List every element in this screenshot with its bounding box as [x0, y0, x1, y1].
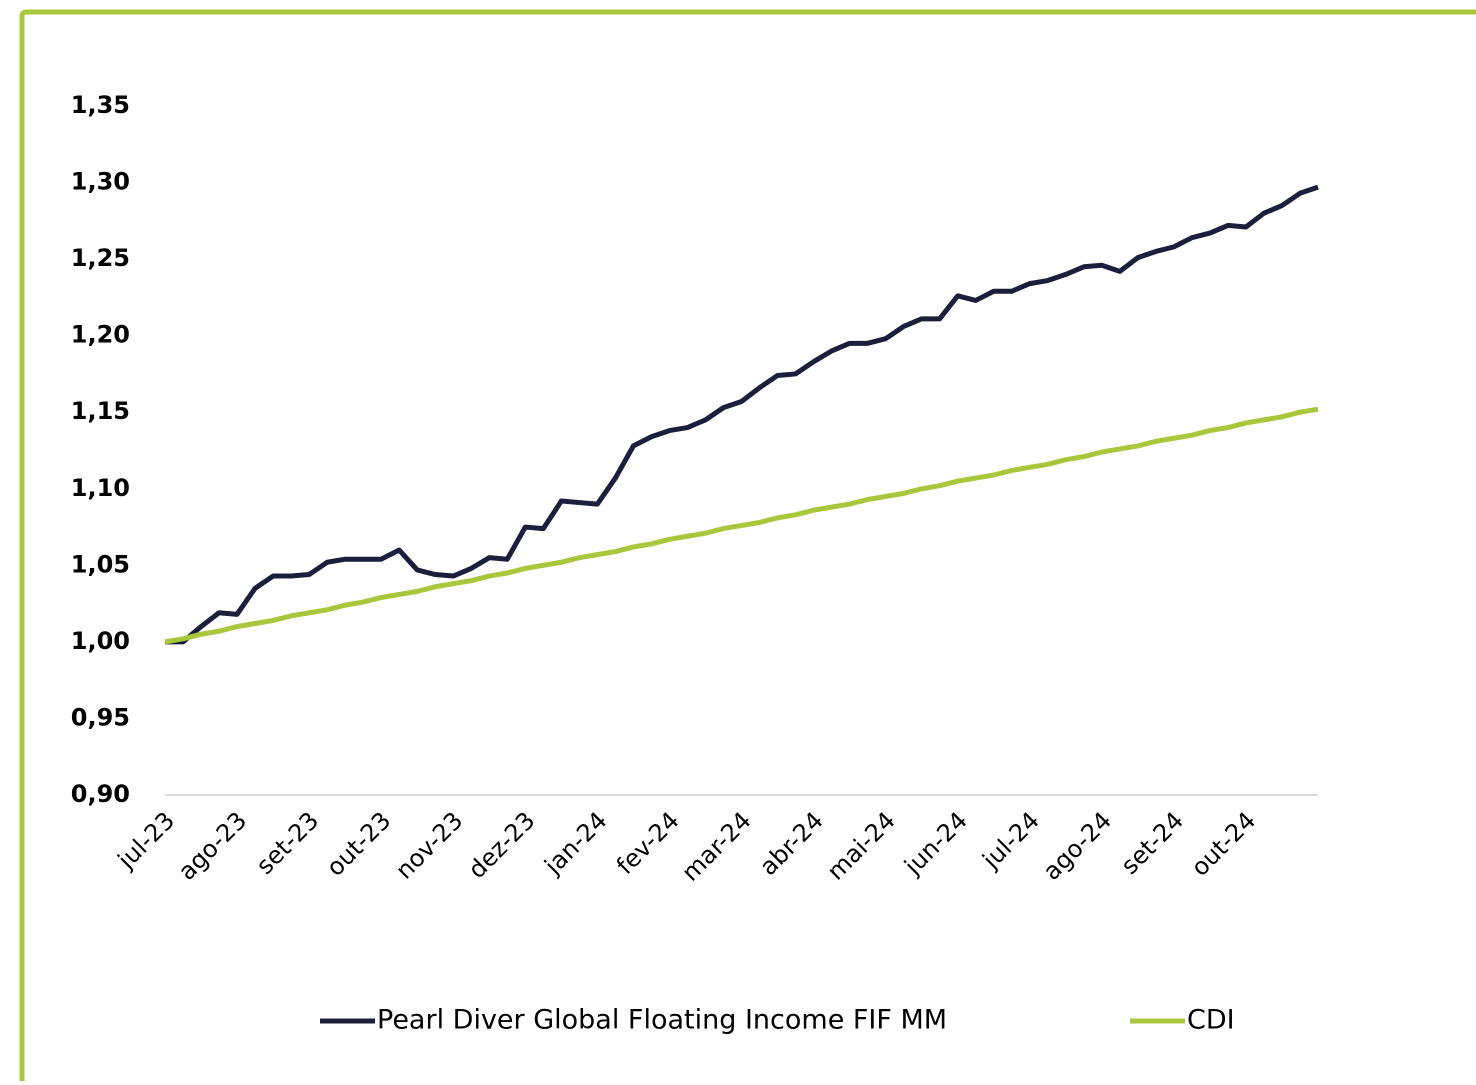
y-tick-label: 1,05: [71, 550, 130, 578]
y-tick-label: 1,25: [71, 244, 130, 272]
y-tick-label: 1,00: [71, 627, 130, 655]
y-tick-label: 1,30: [71, 168, 130, 196]
series-line: [164, 406, 1319, 645]
y-tick-label: 0,90: [71, 780, 130, 808]
y-tick-label: 1,10: [71, 474, 130, 502]
y-tick-label: 0,95: [71, 703, 130, 731]
legend-label: Pearl Diver Global Floating Income FIF M…: [377, 1005, 947, 1036]
y-tick-label: 1,35: [71, 91, 130, 119]
frame: [19, 9, 1476, 1085]
y-tick-label: 1,20: [71, 321, 130, 349]
series-line: [165, 184, 1319, 645]
legend-label: CDI: [1187, 1005, 1235, 1036]
y-tick-label: 1,15: [71, 397, 130, 425]
